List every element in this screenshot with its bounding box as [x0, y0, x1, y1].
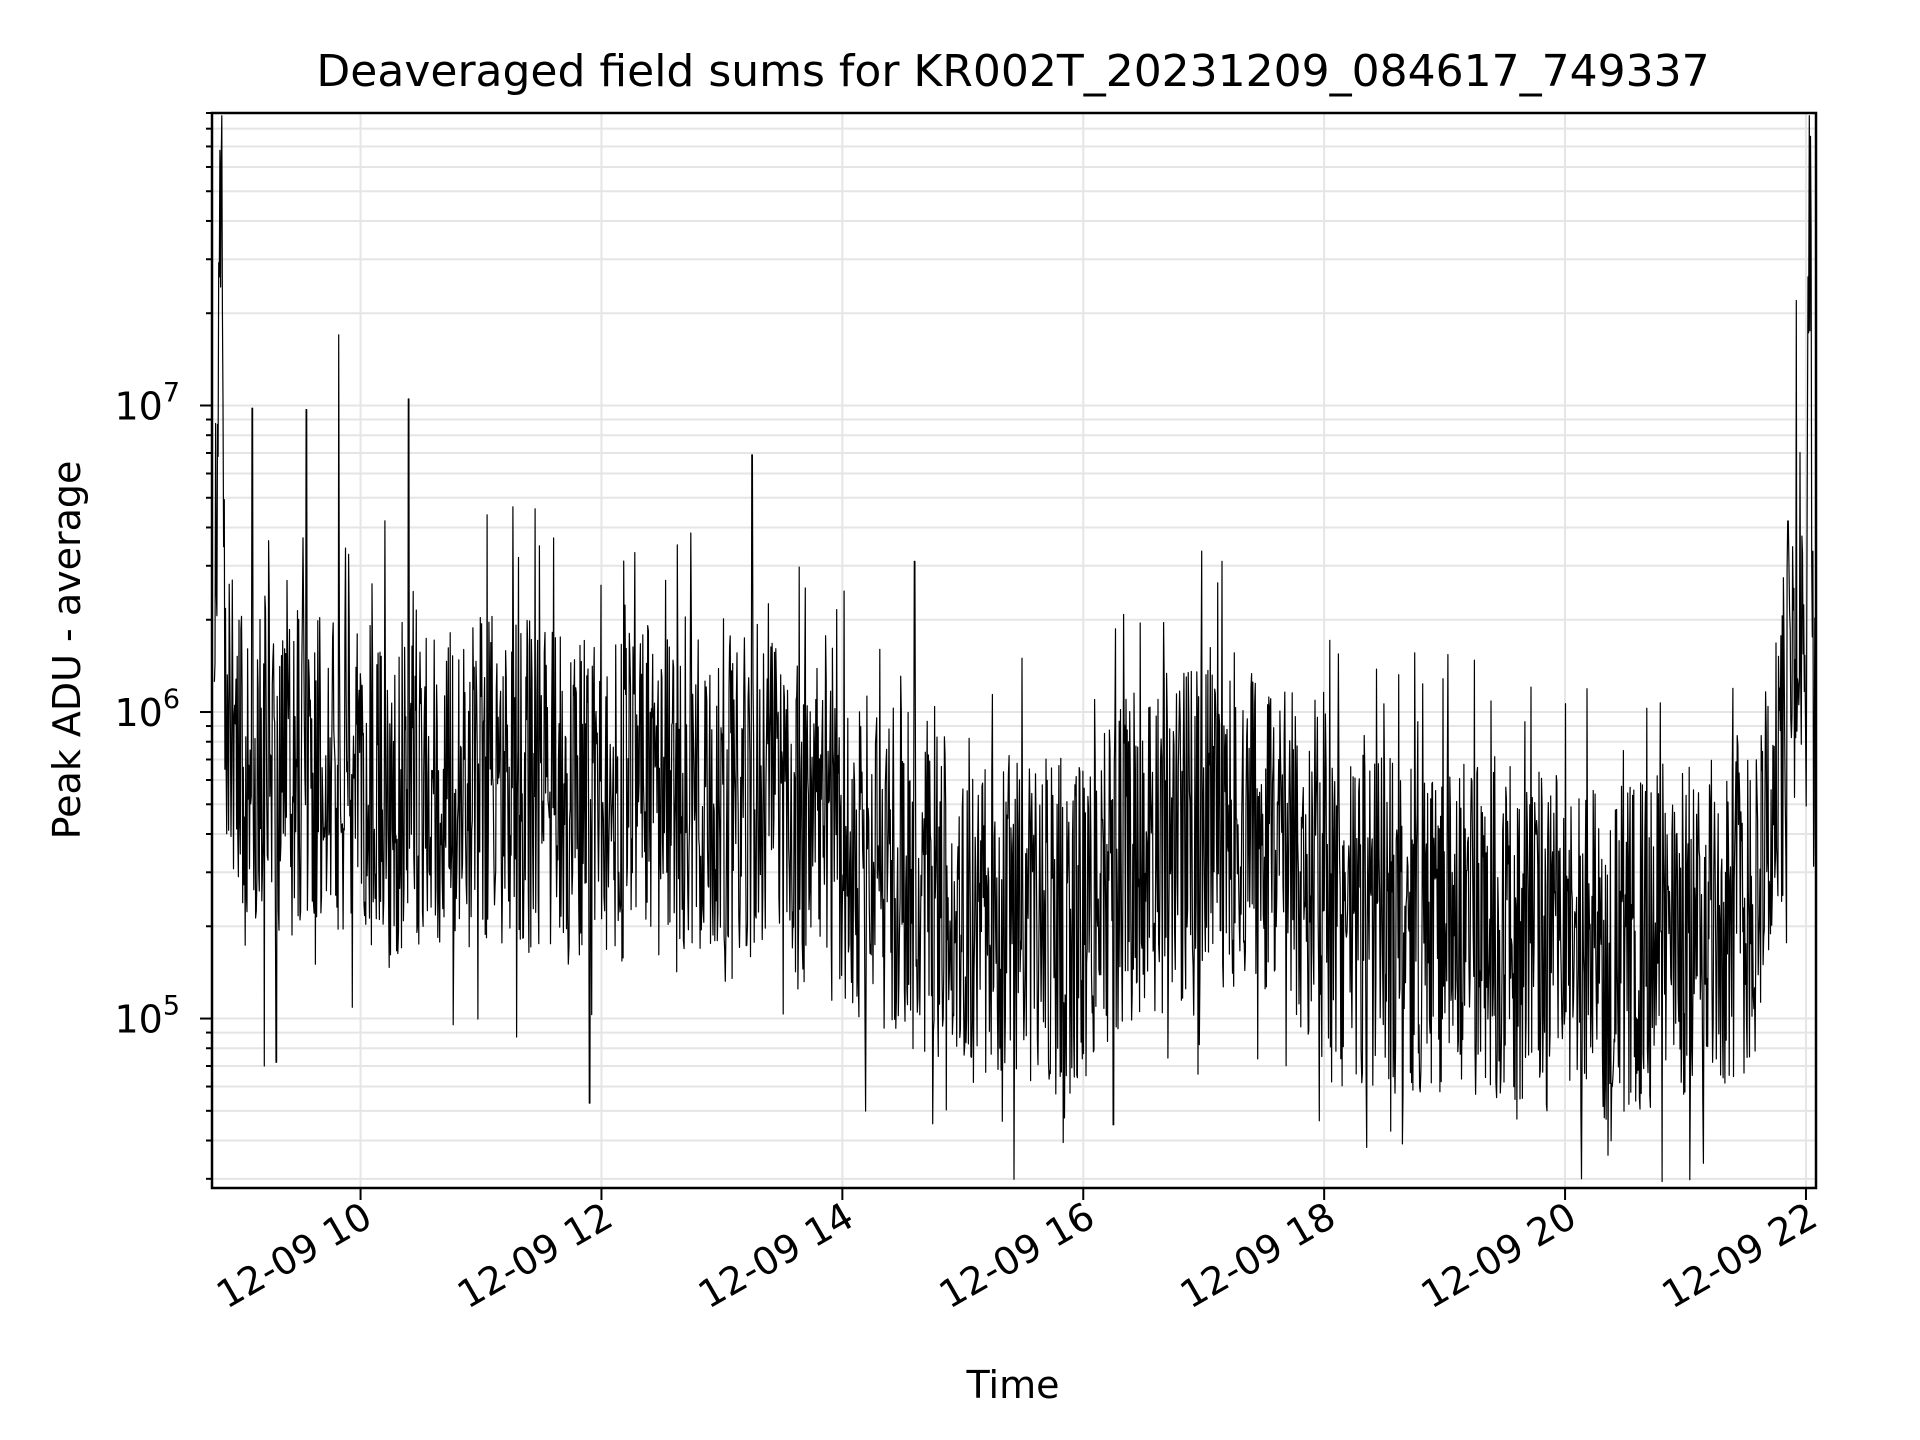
- y-tick-label: 105: [114, 991, 180, 1042]
- series-layer: [213, 115, 1816, 1183]
- y-axis-label: Peak ADU - average: [45, 461, 89, 840]
- y-tick-label: 106: [114, 684, 180, 735]
- y-tick-label: 107: [114, 377, 180, 428]
- chart-title: Deaveraged field sums for KR002T_2023120…: [316, 46, 1709, 97]
- x-axis-label: Time: [966, 1363, 1060, 1407]
- series-line: [213, 115, 1816, 1183]
- y-axis: 105 106 107: [114, 112, 212, 1180]
- plot-frame: [210, 111, 1818, 1190]
